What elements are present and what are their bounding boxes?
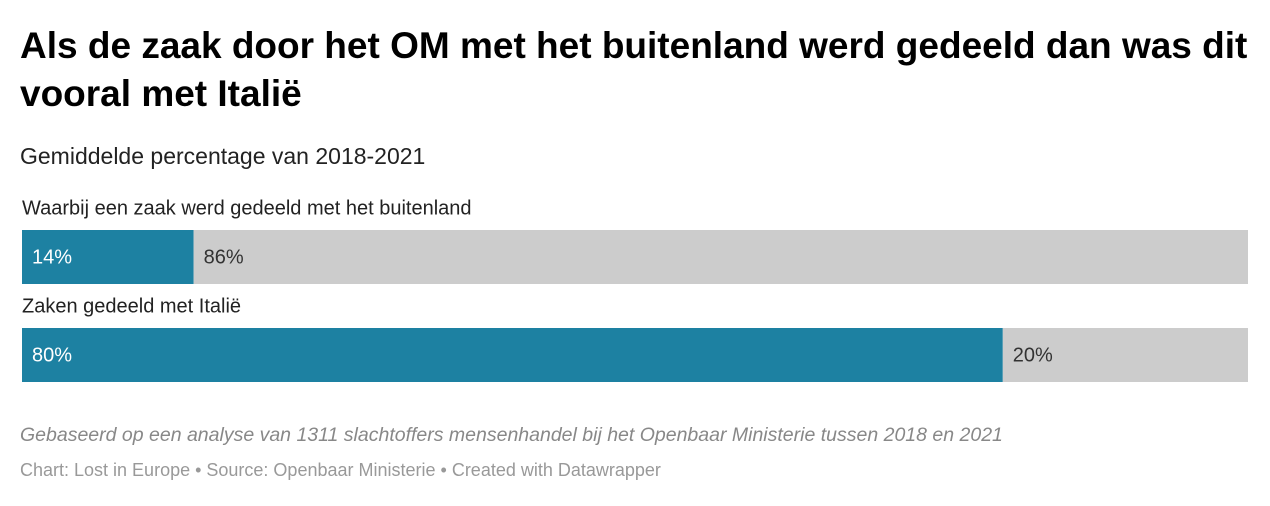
value-label: 20% bbox=[1013, 344, 1053, 366]
chart-title: Als de zaak door het OM met het buitenla… bbox=[20, 25, 1248, 114]
bar-segment bbox=[1002, 328, 1248, 382]
plot: Waarbij een zaak werd gedeeld met het bu… bbox=[22, 197, 1248, 382]
bar-segment bbox=[22, 328, 1003, 382]
byline: Chart: Lost in Europe • Source: Openbaar… bbox=[20, 460, 661, 480]
value-label: 80% bbox=[32, 344, 72, 366]
bar-segment bbox=[193, 230, 1248, 284]
value-label: 14% bbox=[32, 246, 72, 268]
row-label: Waarbij een zaak werd gedeeld met het bu… bbox=[22, 197, 472, 219]
value-label: 86% bbox=[204, 246, 244, 268]
note: Gebaseerd op een analyse van 1311 slacht… bbox=[20, 424, 1003, 446]
chart-subtitle: Gemiddelde percentage van 2018-2021 bbox=[20, 143, 426, 169]
row-label: Zaken gedeeld met Italië bbox=[22, 295, 241, 317]
bar-segment bbox=[22, 230, 194, 284]
